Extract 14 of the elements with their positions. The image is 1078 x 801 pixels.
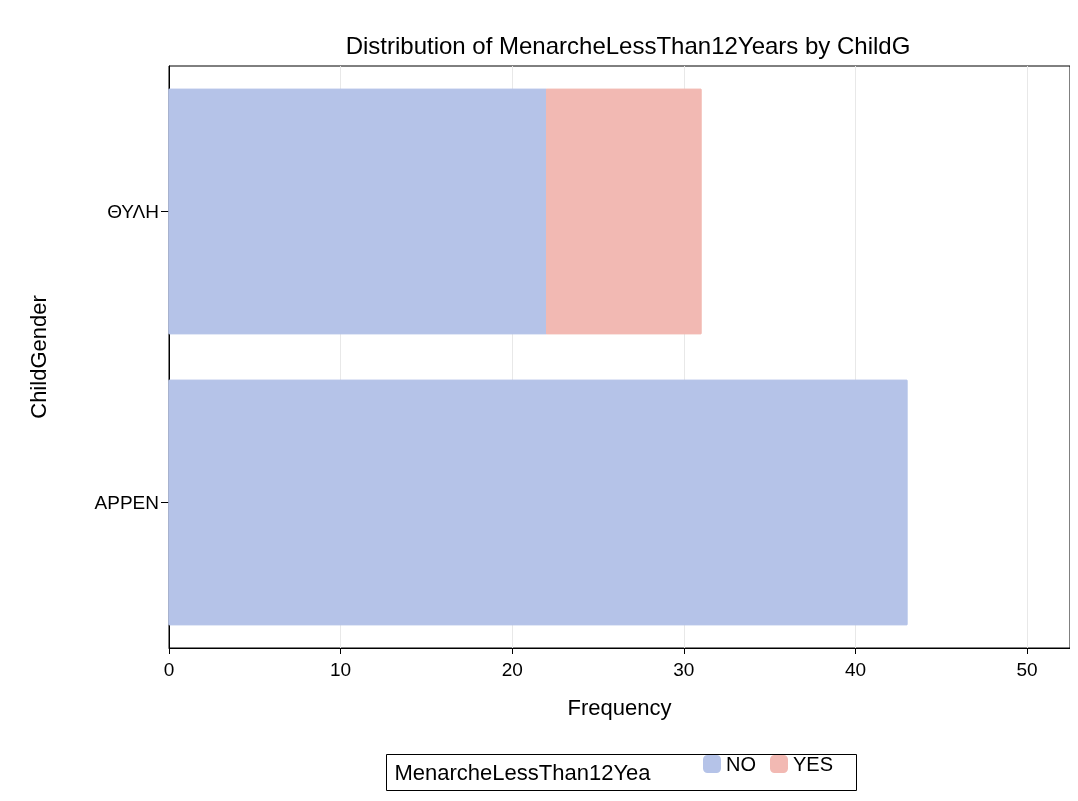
x-tick-label: 30 [673,659,695,680]
x-tick-label: 0 [163,659,175,680]
x-tick-label: 10 [330,659,352,680]
legend-label: NO [726,753,756,775]
x-tick-label: 40 [844,659,867,680]
y-tick-label: ΘΥΛΗ [107,201,159,222]
legend-title: MenarcheLessThan12Yea [394,760,652,785]
y-tick-label: APPEN [94,492,159,513]
x-tick-label: 50 [1016,659,1038,680]
x-tick-label: 20 [501,659,523,680]
x-axis-title: Frequency [567,694,672,720]
y-axis-title: ChildGender [25,295,51,419]
legend-label: YES [793,753,834,775]
chart-title: Distribution of MenarcheLessThan12Years by ChildG [345,31,911,59]
